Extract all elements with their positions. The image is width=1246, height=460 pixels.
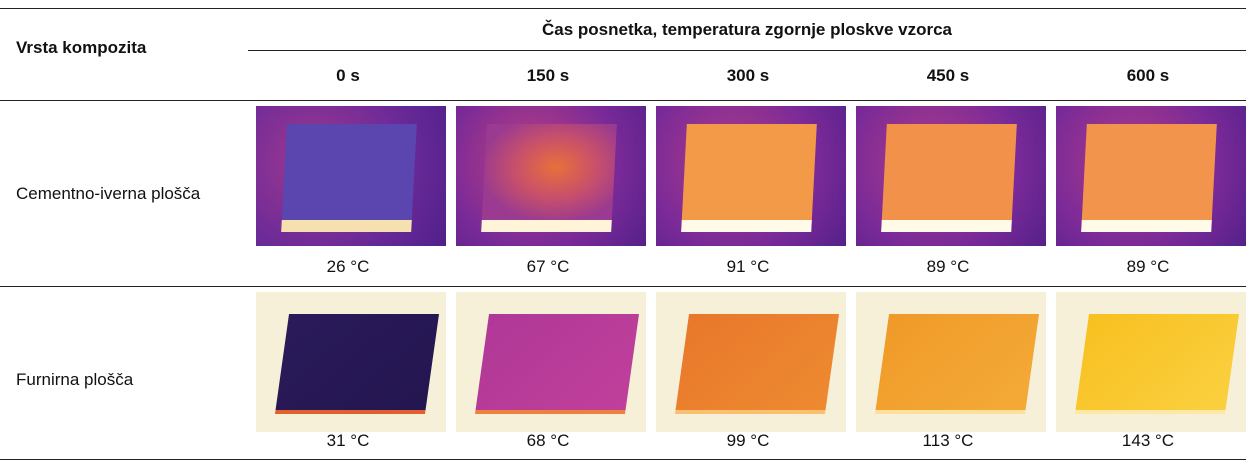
thermal-image	[256, 106, 446, 246]
page: Vrsta kompozita Čas posnetka, temperatur…	[0, 0, 1246, 460]
rule	[0, 100, 1246, 101]
temperature: 89 °C	[1048, 257, 1246, 277]
column-header: 300 s	[648, 66, 848, 86]
group-header: Čas posnetka, temperatura zgornje ploskv…	[248, 20, 1246, 40]
sample-plate	[681, 124, 817, 232]
rule	[0, 8, 1246, 9]
column-header: 450 s	[848, 66, 1048, 86]
thermal-image	[856, 292, 1046, 432]
thermal-image	[1056, 292, 1246, 432]
sample-plate	[281, 124, 417, 232]
thermal-image	[656, 106, 846, 246]
thermal-image	[456, 106, 646, 246]
temperature: 113 °C	[848, 431, 1048, 451]
column-header: 0 s	[248, 66, 448, 86]
thermal-image	[856, 106, 1046, 246]
sample-plate	[275, 314, 439, 414]
sample-plate	[875, 314, 1039, 414]
sample-plate	[675, 314, 839, 414]
temperature: 89 °C	[848, 257, 1048, 277]
column-header: 150 s	[448, 66, 648, 86]
row-label: Furnirna plošča	[16, 370, 133, 390]
rule	[248, 50, 1246, 51]
row-label: Cementno-iverna plošča	[16, 184, 200, 204]
temperature: 68 °C	[448, 431, 648, 451]
sample-plate	[881, 124, 1017, 232]
thermal-image	[1056, 106, 1246, 246]
sample-plate	[475, 314, 639, 414]
temperature: 67 °C	[448, 257, 648, 277]
temperature: 31 °C	[248, 431, 448, 451]
rule	[0, 286, 1246, 287]
sample-plate	[481, 124, 617, 232]
column-header: 600 s	[1048, 66, 1246, 86]
temperature: 91 °C	[648, 257, 848, 277]
thermal-image	[656, 292, 846, 432]
row-header: Vrsta kompozita	[16, 38, 146, 58]
temperature: 143 °C	[1048, 431, 1246, 451]
sample-plate	[1081, 124, 1217, 232]
thermal-image	[256, 292, 446, 432]
sample-plate	[1075, 314, 1239, 414]
temperature: 99 °C	[648, 431, 848, 451]
thermal-image	[456, 292, 646, 432]
temperature: 26 °C	[248, 257, 448, 277]
